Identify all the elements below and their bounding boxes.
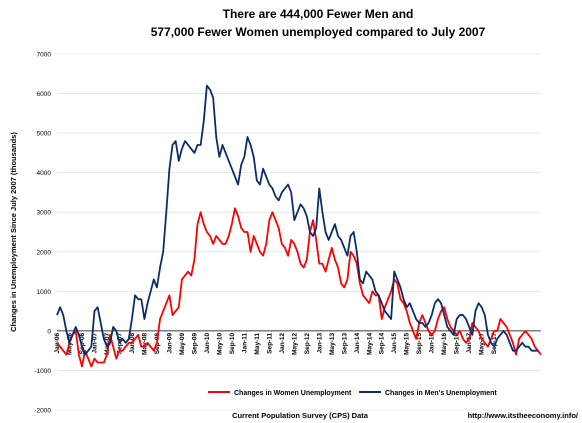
y-tick-label: 6000 bbox=[37, 91, 52, 98]
x-tick-label: Sep-14 bbox=[379, 333, 386, 355]
x-tick-label: May-11 bbox=[254, 333, 261, 355]
x-tick-label: Sep-10 bbox=[229, 333, 236, 355]
x-tick-label: May-07 bbox=[104, 333, 111, 355]
x-tick-label: Jan-14 bbox=[354, 333, 361, 354]
y-tick-label: 5000 bbox=[37, 131, 52, 138]
x-tick-label: Sep-12 bbox=[304, 333, 311, 355]
series-lines bbox=[56, 84, 542, 368]
x-tick-label: May-13 bbox=[329, 333, 336, 355]
x-tick-label: Jan-12 bbox=[279, 333, 286, 354]
x-tick-label: May-15 bbox=[404, 333, 411, 355]
legend: Changes in Women Unemployment Changes in… bbox=[208, 390, 497, 397]
y-axis-label: Changes in Unemployment Since July 2007 … bbox=[9, 132, 18, 332]
x-tick-label: Jan-13 bbox=[316, 333, 323, 354]
y-tick-label: -1000 bbox=[34, 368, 51, 375]
x-tick-label: Jan-16 bbox=[429, 333, 436, 354]
x-tick-label: May-09 bbox=[179, 333, 186, 355]
source-credit: http://www.itstheeconomy.info/ bbox=[468, 411, 579, 420]
y-tick-label: 0 bbox=[47, 328, 51, 335]
chart-title-line-2: 577,000 Fewer Women unemployed compared … bbox=[151, 25, 486, 39]
x-tick-label: May-08 bbox=[141, 333, 148, 355]
y-tick-label: 7000 bbox=[37, 52, 52, 59]
y-tick-label: 2000 bbox=[37, 249, 52, 256]
x-tick-label: May-14 bbox=[366, 333, 373, 355]
legend-label-men: Changes in Men's Unemployment bbox=[385, 390, 497, 397]
x-tick-label: Jan-17 bbox=[466, 333, 473, 354]
x-tick-label: Sep-15 bbox=[416, 333, 423, 355]
x-tick-label: Sep-16 bbox=[454, 333, 461, 355]
x-tick-label: Jan-11 bbox=[241, 333, 248, 354]
x-tick-label: Sep-13 bbox=[341, 333, 348, 355]
y-tick-label: 3000 bbox=[37, 210, 52, 217]
chart-title-line-1: There are 444,000 Fewer Men and bbox=[223, 7, 414, 21]
x-tick-label: Jan-10 bbox=[204, 333, 211, 354]
x-tick-label: May-10 bbox=[216, 333, 223, 355]
x-tick-label: Sep-09 bbox=[191, 333, 198, 355]
x-tick-label: Sep-11 bbox=[266, 333, 273, 354]
x-tick-label: Jan-09 bbox=[166, 333, 173, 354]
y-tick-label: -2000 bbox=[34, 408, 51, 415]
y-tick-labels: -2000 -1000 0 1000 2000 3000 4000 5000 6000 7000 bbox=[34, 52, 51, 415]
y-tick-label: 4000 bbox=[37, 170, 52, 177]
x-tick-label: May-16 bbox=[441, 333, 448, 355]
x-tick-label: Sep-06 bbox=[79, 333, 86, 355]
x-tick-label: Jan-07 bbox=[91, 333, 98, 354]
series-line-women bbox=[56, 207, 542, 368]
x-tick-label: May-17 bbox=[479, 333, 486, 355]
x-axis-label: Current Population Survey (CPS) Data bbox=[232, 411, 369, 420]
series-line-men bbox=[56, 84, 538, 356]
y-tick-label: 1000 bbox=[37, 289, 52, 296]
legend-label-women: Changes in Women Unemployment bbox=[234, 390, 352, 397]
x-tick-label: Jan-15 bbox=[391, 333, 398, 354]
x-tick-label: May-12 bbox=[291, 333, 298, 355]
